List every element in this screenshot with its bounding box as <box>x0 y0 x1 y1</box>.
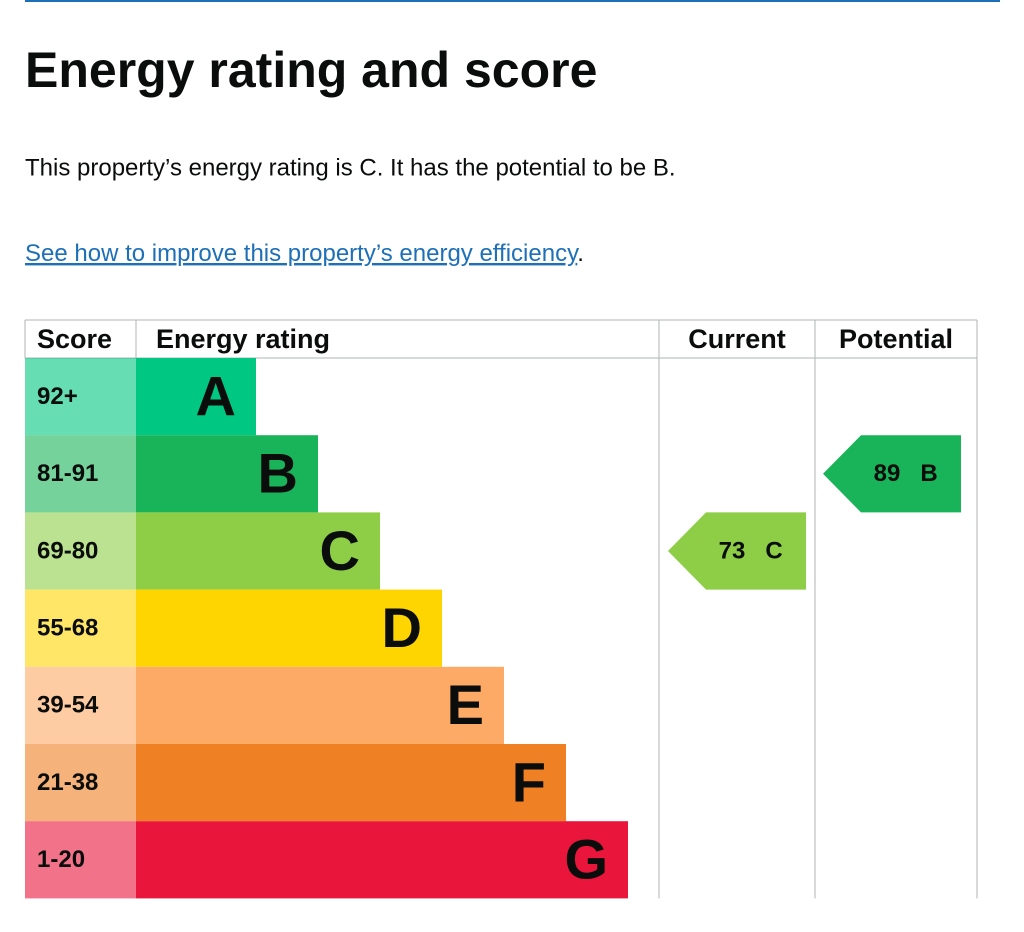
score-cell <box>25 666 136 744</box>
rating-letter: F <box>512 750 546 813</box>
rating-bar <box>136 821 628 899</box>
score-cell <box>25 512 136 590</box>
column-header: Score <box>37 324 112 354</box>
score-range: 81-91 <box>37 460 98 487</box>
rating-bar <box>136 666 504 744</box>
score-range: 92+ <box>37 383 78 410</box>
rating-bar <box>136 512 380 590</box>
score-cell <box>25 358 136 436</box>
column-header: Potential <box>839 324 953 354</box>
rating-letter: D <box>382 596 422 659</box>
column-header: Energy rating <box>156 324 330 354</box>
current-score: 73 <box>719 537 746 564</box>
potential-score: 89 <box>874 460 901 487</box>
rating-letter: A <box>196 364 236 427</box>
rating-letter: C <box>320 519 360 582</box>
score-cell <box>25 744 136 822</box>
score-cell <box>25 435 136 513</box>
score-range: 21-38 <box>37 769 98 796</box>
rating-bar <box>136 744 566 822</box>
score-range: 55-68 <box>37 615 98 642</box>
page-title: Energy rating and score <box>25 42 597 98</box>
rating-table: Score Energy rating Current Potential 92+ A 81… <box>24 319 978 899</box>
score-range: 1-20 <box>37 846 85 873</box>
current-rating: C <box>765 537 782 564</box>
score-range: 69-80 <box>37 537 98 564</box>
score-cell <box>25 821 136 899</box>
rating-bar <box>136 358 256 436</box>
link-line: See how to improve this property’s energ… <box>25 240 584 267</box>
rating-letter: G <box>564 828 608 891</box>
rating-bar <box>136 435 318 513</box>
potential-rating: B <box>920 460 937 487</box>
potential-arrow <box>823 435 961 513</box>
rating-bar <box>136 589 442 667</box>
link-period: . <box>577 240 584 267</box>
column-header: Current <box>688 324 786 354</box>
rating-letter: B <box>258 442 298 505</box>
rating-letter: E <box>447 673 484 736</box>
score-cell <box>25 589 136 667</box>
current-arrow <box>668 512 806 590</box>
score-range: 39-54 <box>37 692 99 719</box>
summary: This property’s energy rating is C. It h… <box>25 154 676 181</box>
improve-link[interactable]: See how to improve this property’s energ… <box>25 240 579 267</box>
